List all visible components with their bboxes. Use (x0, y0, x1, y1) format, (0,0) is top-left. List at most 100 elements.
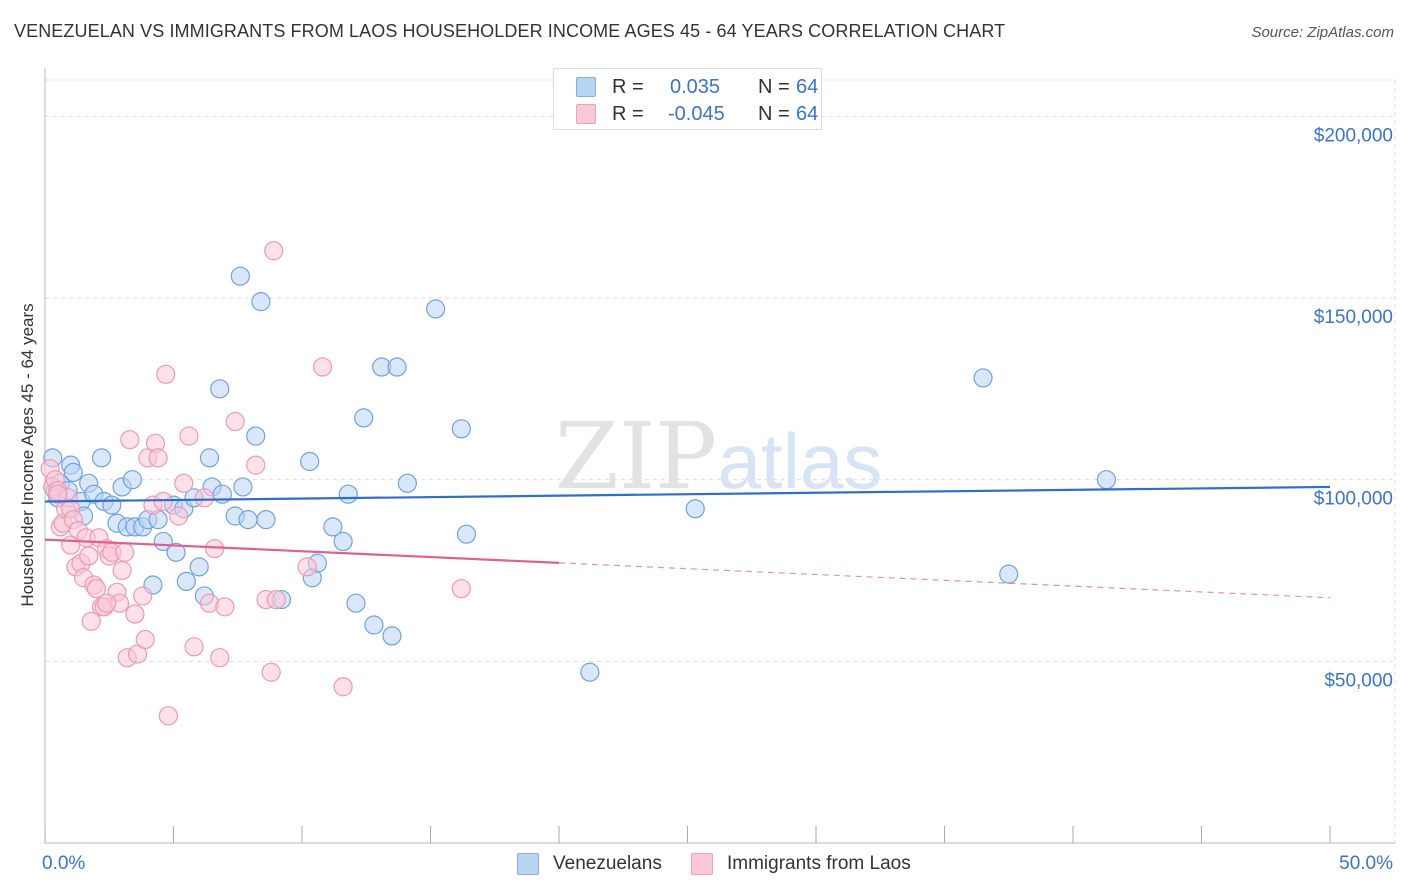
y-tick-label: $200,000 (1314, 125, 1393, 146)
data-point (102, 495, 122, 515)
data-point (354, 408, 374, 428)
laos-trend-extension (558, 562, 1331, 599)
data-point (91, 448, 112, 468)
data-point (333, 531, 353, 552)
data-point (312, 357, 333, 377)
data-point (264, 241, 284, 261)
data-point (246, 426, 266, 446)
data-point (48, 484, 68, 504)
data-point (973, 368, 993, 388)
data-point (225, 411, 245, 432)
data-point (230, 266, 250, 286)
data-point (426, 299, 446, 319)
source-label: Source: ZipAtlas.com (1251, 24, 1394, 41)
data-point (233, 477, 253, 497)
bottom-legend-swatch-blue (517, 853, 539, 875)
data-point (169, 506, 189, 526)
legend-n-value: 64 (796, 76, 819, 98)
data-point (210, 379, 230, 399)
data-point (300, 451, 320, 472)
data-point (387, 357, 407, 377)
data-point (174, 473, 194, 493)
legend-n-label: N = (758, 103, 790, 125)
data-point (61, 535, 81, 555)
data-point (176, 571, 196, 592)
data-point (346, 593, 366, 613)
data-point (135, 629, 155, 650)
data-point (125, 604, 145, 624)
data-point (451, 579, 471, 599)
data-point (81, 611, 101, 631)
data-point (456, 524, 477, 544)
data-point (382, 626, 402, 646)
venezuelans-trend-line (44, 485, 1331, 503)
trend-lines (44, 485, 1331, 599)
data-point (999, 564, 1019, 584)
legend-n-value: 64 (796, 103, 819, 125)
data-point (115, 542, 135, 562)
legend-r-value: -0.045 (668, 103, 725, 125)
data-point (685, 499, 705, 519)
data-point (215, 597, 235, 617)
data-point (266, 589, 286, 610)
data-point (1096, 470, 1117, 490)
x-tick-label-min: 0.0% (42, 853, 85, 874)
data-point (333, 677, 353, 697)
data-point (338, 484, 358, 504)
data-point (194, 488, 214, 508)
data-point (210, 648, 230, 668)
data-point (112, 560, 132, 581)
data-point (189, 557, 209, 577)
data-point (238, 510, 258, 530)
data-point (63, 462, 83, 482)
legend-swatch-blue (576, 77, 596, 97)
data-point (261, 662, 281, 682)
laos-trend-line (44, 538, 560, 564)
legend-r-value: 0.035 (670, 76, 721, 98)
data-point (120, 430, 140, 450)
data-point (580, 662, 600, 682)
legend-r-label: R = (612, 103, 644, 125)
x-tick-label-max: 50.0% (1339, 853, 1393, 874)
data-point (397, 473, 417, 493)
data-point (122, 470, 142, 490)
data-point (205, 539, 225, 559)
data-point (246, 455, 266, 475)
data-point (166, 542, 186, 562)
data-point (158, 706, 178, 726)
y-axis-label: Householder Income Ages 45 - 64 years (18, 303, 37, 606)
watermark: ZIP atlas (555, 403, 882, 510)
legend-r-label: R = (612, 76, 644, 98)
data-point (451, 419, 471, 439)
y-tick-labels: $50,000 $100,000 $150,000 $200,000 (1314, 125, 1393, 691)
watermark-atlas: atlas (718, 417, 883, 505)
correlation-legend: R = 0.035 N = 64 R = -0.045 N = 64 (553, 68, 822, 130)
data-point (184, 637, 204, 657)
data-point (256, 510, 276, 530)
data-point (251, 292, 271, 312)
laos-points (40, 241, 471, 726)
legend-n-label: N = (758, 76, 790, 98)
data-point (323, 517, 343, 537)
data-point (297, 557, 317, 577)
data-point (156, 364, 176, 384)
data-point (97, 593, 117, 613)
data-point (148, 448, 168, 468)
y-tick-label: $100,000 (1314, 489, 1393, 510)
data-point (133, 586, 153, 606)
data-point (199, 448, 220, 468)
chart-title: VENEZUELAN VS IMMIGRANTS FROM LAOS HOUSE… (14, 21, 1006, 41)
data-point (179, 426, 199, 446)
bottom-legend-label: Immigrants from Laos (727, 853, 911, 874)
x-tick-labels: 0.0% 50.0% (42, 853, 1393, 874)
data-point (79, 546, 99, 566)
watermark-zip: ZIP (555, 403, 717, 510)
bottom-legend-label: Venezuelans (553, 853, 662, 874)
data-point (364, 615, 384, 635)
bottom-legend-swatch-pink (691, 853, 713, 875)
y-tick-label: $150,000 (1314, 307, 1393, 328)
y-tick-label: $50,000 (1324, 670, 1393, 691)
legend-swatch-pink (576, 104, 596, 124)
data-point (153, 491, 173, 512)
